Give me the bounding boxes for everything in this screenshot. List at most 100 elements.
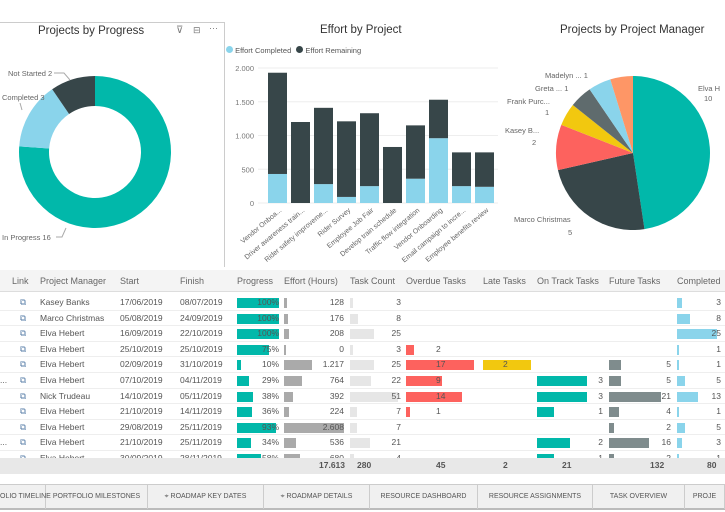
bar-effort-remaining[interactable]: [452, 152, 471, 187]
truncated-name: ...: [0, 437, 8, 448]
table-row[interactable]: ⧉ Elva Hebert 21/10/2019 14/11/2019 36% 224 7 1…: [0, 404, 725, 420]
bar-effort-remaining[interactable]: [475, 152, 494, 187]
cell-value: 224: [329, 406, 344, 417]
bar-effort-remaining[interactable]: [429, 99, 448, 139]
bar-effort-remaining[interactable]: [406, 125, 425, 179]
column-header[interactable]: On Track Tasks: [537, 276, 599, 286]
pie-slice-6[interactable]: [610, 76, 633, 153]
table-row[interactable]: ... ⧉ Elva Hebert 21/10/2019 25/11/2019 34% 53…: [0, 435, 725, 451]
link-icon[interactable]: ⧉: [20, 312, 27, 323]
column-header[interactable]: Progress: [237, 276, 274, 286]
bar-effort-completed[interactable]: [475, 186, 494, 203]
bar-effort-completed[interactable]: [429, 138, 448, 203]
bar-effort-remaining[interactable]: [268, 72, 287, 174]
pie-slice-4[interactable]: [572, 89, 633, 153]
bar-effort-completed[interactable]: [360, 186, 379, 203]
pie-slice-1[interactable]: [557, 153, 645, 230]
more-options-icon[interactable]: ···: [209, 23, 218, 33]
manager-cell: Elva Hebert: [40, 406, 85, 417]
column-header[interactable]: Link: [12, 276, 29, 286]
link-icon[interactable]: ⧉: [20, 297, 27, 307]
data-cell: 5: [609, 357, 675, 372]
page-tab[interactable]: PROJE: [685, 485, 725, 509]
page-tab[interactable]: ⌖ ROADMAP KEY DATES: [148, 485, 264, 509]
link-icon[interactable]: ⧉: [20, 375, 27, 385]
table-row[interactable]: ⧉ Kasey Banks 17/06/2019 08/07/2019 100% 128 3…: [0, 295, 725, 311]
link-icon[interactable]: ⧉: [20, 421, 27, 432]
projects-by-progress-visual[interactable]: Projects by Progress ⊽ ⊟ ···: [0, 22, 225, 267]
bar-effort-completed[interactable]: [406, 178, 425, 203]
cell-value: 5: [716, 421, 721, 432]
cell-value: 3: [598, 375, 603, 385]
data-bar: [406, 376, 442, 386]
link-icon[interactable]: ⧉: [20, 328, 27, 339]
page-tab[interactable]: RESOURCE DASHBOARD: [370, 485, 478, 509]
column-header[interactable]: Finish: [180, 276, 205, 286]
table-row[interactable]: ⧉ Elva Hebert 16/09/2019 22/10/2019 100% 208 2…: [0, 326, 725, 342]
link-icon[interactable]: ⧉: [20, 343, 27, 354]
label-not-started: Not Started 2: [8, 69, 52, 78]
data-cell: 1: [677, 404, 725, 419]
donut-slice-1[interactable]: [19, 89, 70, 149]
link-icon[interactable]: ⧉: [20, 406, 27, 417]
column-header[interactable]: Overdue Tasks: [406, 276, 466, 286]
table-row[interactable]: ⧉ Elva Hebert 02/09/2019 31/10/2019 10% 1.217…: [0, 357, 725, 373]
table-row[interactable]: ⧉ Nick Trudeau 14/10/2019 05/11/2019 38% 392 5…: [0, 389, 725, 405]
data-bar: [237, 360, 242, 371]
data-cell: 5: [609, 373, 675, 388]
data-cell: 9: [406, 373, 482, 388]
data-cell: 2.608: [284, 420, 348, 435]
cell-value: 25: [391, 328, 401, 339]
page-tab[interactable]: PORTFOLIO MILESTONES: [46, 485, 148, 509]
data-bar: [483, 360, 531, 371]
data-bar: [609, 376, 622, 386]
bar-effort-completed[interactable]: [452, 186, 471, 203]
data-cell: 536: [284, 435, 348, 450]
donut-slice-2[interactable]: [52, 76, 95, 114]
cell-value: 1.217: [322, 359, 344, 370]
page-tab[interactable]: OLIO TIMELINE: [0, 485, 51, 509]
bar-effort-remaining[interactable]: [360, 113, 379, 187]
table-row[interactable]: ⧉ Elva Hebert 25/10/2019 25/10/2019 75% 0 3 2 1: [0, 342, 725, 358]
page-tab[interactable]: TASK OVERVIEW: [593, 485, 685, 509]
data-cell: 1: [677, 342, 725, 357]
data-bar: [350, 391, 398, 402]
column-header[interactable]: Project Manager: [40, 276, 107, 286]
label-completed: Completed 3: [2, 93, 45, 102]
column-header[interactable]: Effort (Hours): [284, 276, 338, 286]
pie-slice-2[interactable]: [556, 124, 633, 171]
link-icon[interactable]: ⧉: [20, 390, 27, 401]
column-header[interactable]: Late Tasks: [483, 276, 526, 286]
bar-effort-remaining[interactable]: [383, 146, 402, 203]
page-tab[interactable]: ⌖ ROADMAP DETAILS: [264, 485, 370, 509]
filter-icon[interactable]: ⊽: [176, 25, 184, 36]
table-row[interactable]: ⧉ Elva Hebert 29/08/2019 25/11/2019 93% 2.608…: [0, 420, 725, 436]
focus-mode-icon[interactable]: ⊟: [193, 25, 201, 35]
donut-slice-0[interactable]: [19, 76, 172, 228]
column-header[interactable]: Completed: [677, 276, 721, 286]
bar-effort-completed[interactable]: [337, 196, 356, 203]
column-header[interactable]: Task Count: [350, 276, 396, 286]
bar-effort-remaining[interactable]: [337, 121, 356, 197]
bar-effort-completed[interactable]: [268, 173, 287, 203]
pie-slice-5[interactable]: [589, 79, 633, 153]
link-icon[interactable]: ⧉: [20, 437, 27, 448]
table-row[interactable]: ... ⧉ Elva Hebert 07/10/2019 04/11/2019 29% 76…: [0, 373, 725, 389]
link-icon[interactable]: ⧉: [20, 359, 27, 370]
column-header[interactable]: Start: [120, 276, 140, 286]
data-bar: [609, 407, 619, 418]
bar-effort-remaining[interactable]: [291, 122, 310, 203]
manager-pie-chart: Elva H 10 Marco Christmas 5 Kasey B... 2…: [505, 71, 720, 237]
page-tab[interactable]: RESOURCE ASSIGNMENTS: [478, 485, 593, 509]
data-cell: 13: [677, 389, 725, 404]
data-cell: 100%: [237, 326, 283, 341]
bar-effort-remaining[interactable]: [314, 107, 333, 185]
start-cell: 21/10/2019: [120, 406, 163, 417]
pie-slice-3[interactable]: [561, 104, 633, 153]
label-marco: Marco Christmas: [514, 215, 571, 224]
bar-effort-completed[interactable]: [314, 184, 333, 203]
column-header[interactable]: Future Tasks: [609, 276, 661, 286]
manager-cell: Elva Hebert: [40, 328, 85, 339]
table-row[interactable]: ⧉ Marco Christmas 05/08/2019 24/09/2019 100%…: [0, 311, 725, 327]
pie-slice-0[interactable]: [633, 76, 710, 230]
